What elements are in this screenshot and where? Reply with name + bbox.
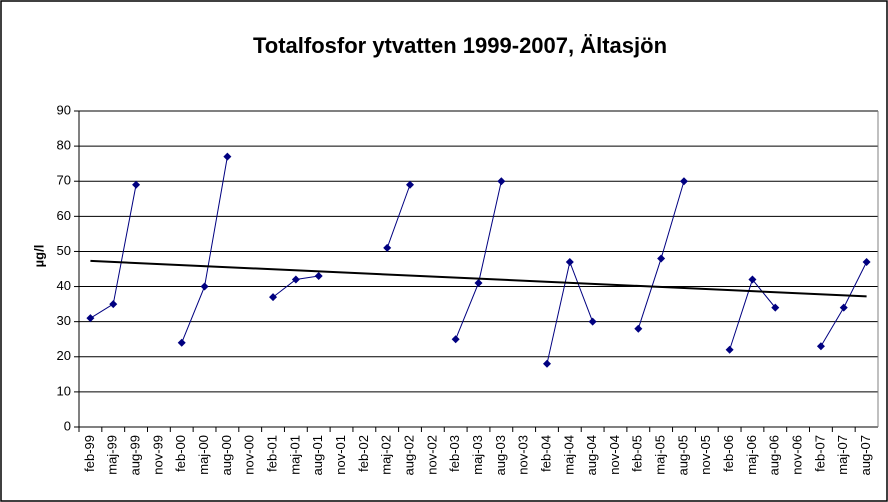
- x-tick-label: aug-07: [858, 435, 873, 475]
- data-marker: [451, 335, 460, 344]
- data-marker: [862, 257, 871, 266]
- data-marker: [679, 177, 688, 186]
- data-marker: [816, 342, 825, 351]
- data-marker: [291, 275, 300, 284]
- y-axis-label: µg/l: [31, 245, 46, 268]
- data-marker: [223, 152, 232, 161]
- x-tick-label: aug-01: [310, 435, 325, 475]
- y-tick-label: 30: [57, 313, 71, 328]
- data-marker: [474, 279, 483, 288]
- y-tick-label: 60: [57, 208, 71, 223]
- data-marker: [200, 282, 209, 291]
- x-tick-label: nov-01: [333, 435, 348, 475]
- x-tick-label: nov-00: [242, 435, 257, 475]
- data-marker: [634, 324, 643, 333]
- x-tick-label: feb-00: [173, 435, 188, 472]
- data-marker: [748, 275, 757, 284]
- x-tick-label: feb-99: [82, 435, 97, 472]
- x-tick-label: maj-02: [379, 435, 394, 475]
- x-tick-label: aug-00: [219, 435, 234, 475]
- data-marker: [771, 303, 780, 312]
- x-tick-label: aug-04: [584, 435, 599, 475]
- x-tick-label: nov-99: [150, 435, 165, 475]
- y-tick-label: 50: [57, 243, 71, 258]
- x-tick-label: maj-01: [287, 435, 302, 475]
- x-tick-label: nov-06: [790, 435, 805, 475]
- trend-line: [90, 259, 867, 298]
- x-tick-label: aug-05: [675, 435, 690, 475]
- x-tick-label: aug-99: [128, 435, 143, 475]
- data-marker: [588, 317, 597, 326]
- y-tick-label: 90: [57, 102, 71, 117]
- x-tick-label: aug-06: [767, 435, 782, 475]
- x-tick-label: aug-02: [401, 435, 416, 475]
- x-tick-label: feb-01: [264, 435, 279, 472]
- y-tick-label: 10: [57, 383, 71, 398]
- x-tick-label: maj-99: [105, 435, 120, 475]
- y-tick-label: 20: [57, 348, 71, 363]
- x-tick-label: maj-00: [196, 435, 211, 475]
- x-tick-label: maj-04: [561, 435, 576, 475]
- x-tick-label: nov-03: [516, 435, 531, 475]
- data-marker: [497, 177, 506, 186]
- data-marker: [565, 257, 574, 266]
- data-marker: [86, 314, 95, 323]
- x-tick-label: feb-02: [356, 435, 371, 472]
- y-tick-label: 70: [57, 173, 71, 188]
- data-marker: [657, 254, 666, 263]
- data-marker: [542, 359, 551, 368]
- y-tick-label: 40: [57, 278, 71, 293]
- x-tick-label: feb-06: [721, 435, 736, 472]
- y-tick-label: 80: [57, 138, 71, 153]
- chart-title: Totalfosfor ytvatten 1999-2007, Ältasjön: [253, 33, 667, 58]
- data-marker: [383, 243, 392, 252]
- x-tick-label: feb-03: [447, 435, 462, 472]
- x-tick-label: nov-05: [698, 435, 713, 475]
- data-marker: [109, 300, 118, 309]
- x-tick-label: nov-02: [424, 435, 439, 475]
- x-tick-label: feb-07: [812, 435, 827, 472]
- x-tick-label: feb-04: [538, 435, 553, 472]
- x-tick-label: aug-03: [493, 435, 508, 475]
- data-marker: [314, 272, 323, 281]
- y-tick-label: 0: [64, 418, 71, 433]
- x-tick-label: maj-03: [470, 435, 485, 475]
- x-tick-label: maj-05: [653, 435, 668, 475]
- x-tick-label: feb-05: [630, 435, 645, 472]
- x-tick-label: nov-04: [607, 435, 622, 475]
- data-marker: [725, 345, 734, 354]
- x-tick-label: maj-07: [835, 435, 850, 475]
- data-marker: [406, 180, 415, 189]
- data-marker: [132, 180, 141, 189]
- data-marker: [269, 293, 278, 302]
- data-marker: [839, 303, 848, 312]
- data-marker: [177, 338, 186, 347]
- x-tick-label: maj-06: [744, 435, 759, 475]
